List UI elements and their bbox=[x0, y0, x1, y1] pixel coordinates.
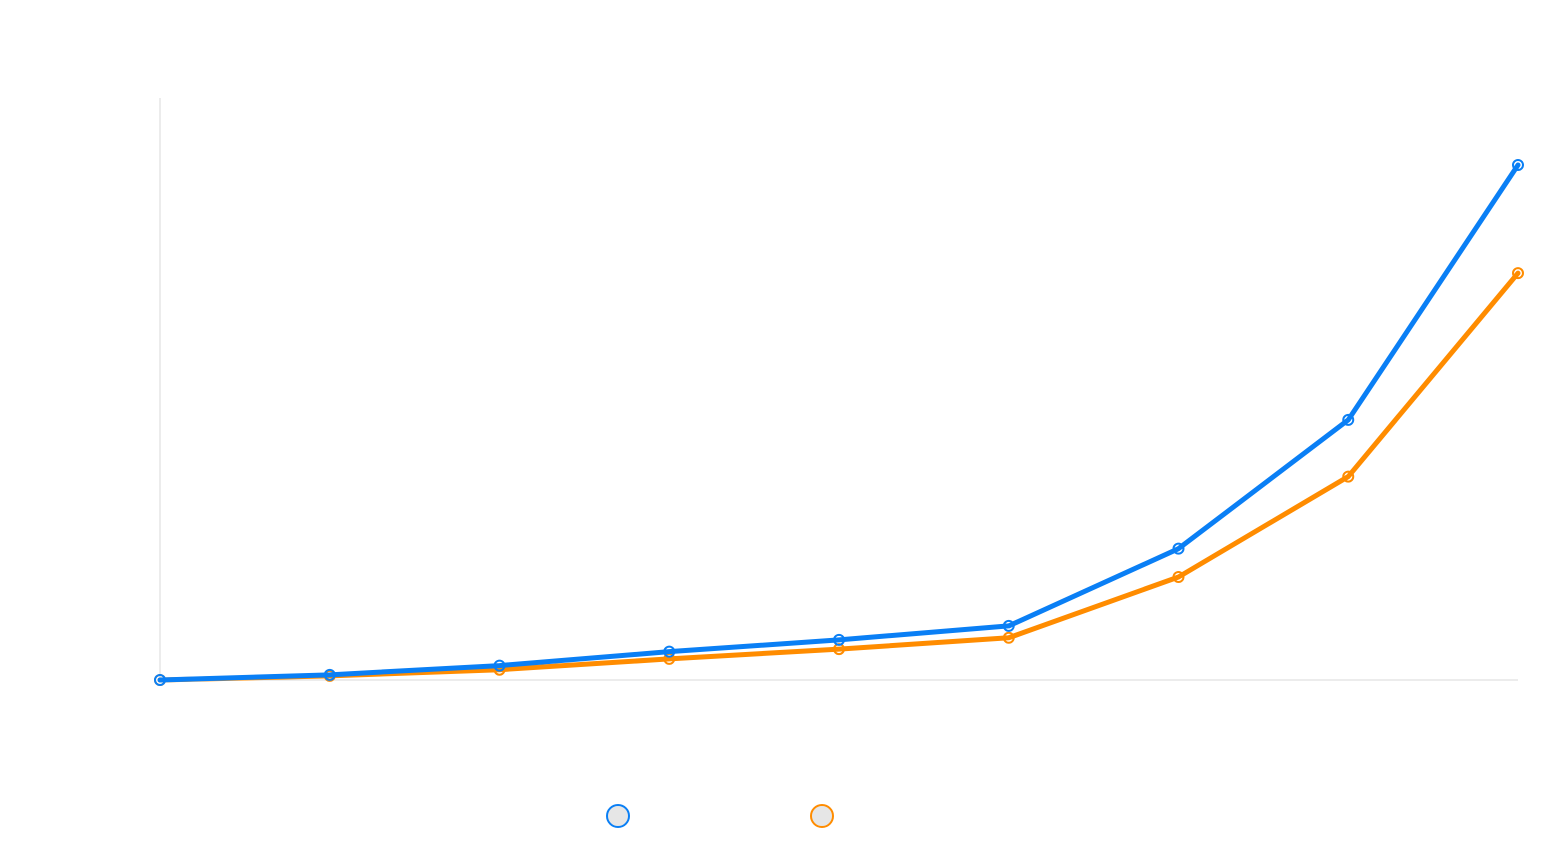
series-1-point-0[interactable] bbox=[154, 674, 166, 686]
series-1-point-7[interactable] bbox=[1342, 413, 1355, 426]
legend[interactable] bbox=[606, 804, 834, 828]
series-2-point-5[interactable] bbox=[1002, 631, 1015, 644]
series-1-point-1[interactable] bbox=[323, 668, 336, 681]
series-1-point-3[interactable] bbox=[663, 645, 676, 658]
series-1-point-4[interactable] bbox=[833, 633, 845, 646]
series-2-line bbox=[157, 270, 1521, 683]
series-2 bbox=[154, 267, 1524, 686]
legend-marker-series-2[interactable] bbox=[810, 804, 834, 828]
series-layer bbox=[154, 159, 1524, 686]
series-1 bbox=[154, 159, 1524, 686]
series-1-point-8[interactable] bbox=[1512, 159, 1524, 171]
series-2-point-8[interactable] bbox=[1512, 267, 1524, 280]
series-1-point-5[interactable] bbox=[1002, 619, 1015, 632]
series-2-point-7[interactable] bbox=[1342, 470, 1355, 483]
legend-marker-series-1[interactable] bbox=[606, 804, 630, 828]
series-2-point-6[interactable] bbox=[1172, 571, 1185, 583]
series-1-point-2[interactable] bbox=[493, 659, 506, 672]
series-1-line bbox=[157, 162, 1521, 683]
series-1-point-6[interactable] bbox=[1172, 542, 1185, 555]
